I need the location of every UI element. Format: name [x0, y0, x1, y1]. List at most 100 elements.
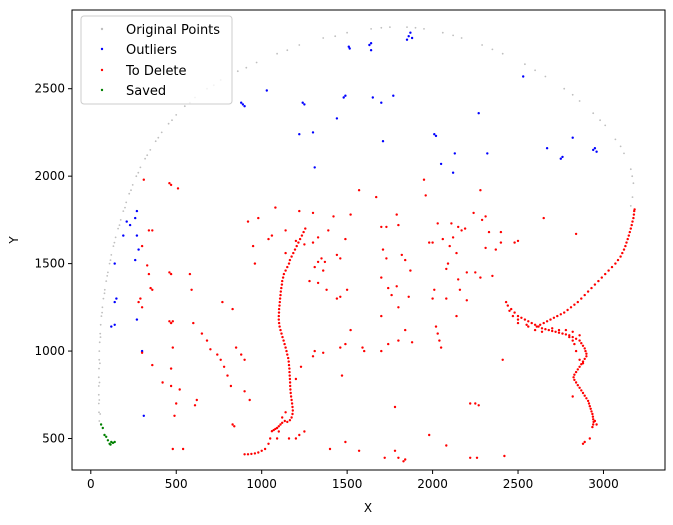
point-original-points [113, 241, 116, 244]
point-to-delete [286, 353, 289, 356]
point-to-delete [516, 239, 520, 243]
point-to-delete [583, 357, 586, 361]
point-to-delete [559, 313, 562, 316]
point-to-delete [316, 260, 320, 264]
point-to-delete [284, 411, 287, 414]
point-to-delete [593, 283, 597, 286]
point-to-delete [231, 423, 234, 426]
point-to-delete [499, 230, 503, 234]
point-to-delete [587, 402, 591, 405]
point-to-delete [397, 306, 400, 309]
point-to-delete [581, 442, 585, 445]
point-to-delete [574, 370, 578, 374]
point-to-delete [288, 377, 292, 381]
point-to-delete [445, 444, 448, 447]
point-to-delete [288, 367, 291, 370]
point-to-delete [578, 339, 581, 342]
point-saved [103, 433, 106, 437]
point-to-delete [390, 293, 393, 297]
point-to-delete [335, 253, 339, 257]
point-to-delete [168, 271, 171, 274]
point-to-delete [387, 342, 390, 346]
point-outliers [135, 209, 139, 213]
point-to-delete [387, 286, 390, 290]
point-to-delete [292, 251, 295, 255]
point-to-delete [209, 348, 212, 351]
point-outliers [303, 103, 306, 106]
point-to-delete [289, 384, 292, 388]
x-axis-label: X [364, 501, 372, 515]
point-to-delete [457, 225, 460, 229]
point-to-delete [431, 297, 434, 300]
point-to-delete [282, 272, 286, 276]
point-to-delete [472, 211, 475, 215]
point-to-delete [283, 419, 286, 423]
point-to-delete [576, 384, 579, 387]
point-to-delete [287, 360, 290, 363]
point-to-delete [545, 320, 549, 323]
point-to-delete [303, 243, 306, 246]
point-to-delete [600, 276, 603, 279]
point-to-delete [311, 355, 315, 358]
point-original-points [380, 26, 383, 29]
point-original-points [149, 149, 152, 151]
point-original-points [370, 28, 372, 30]
point-to-delete [586, 399, 590, 403]
point-original-points [592, 112, 595, 115]
point-outliers [134, 216, 137, 220]
point-to-delete [574, 337, 578, 340]
point-to-delete [281, 279, 284, 283]
point-to-delete [523, 318, 527, 321]
point-outliers [265, 89, 268, 92]
point-original-points [334, 35, 337, 38]
point-saved [99, 423, 103, 426]
point-to-delete [380, 349, 383, 353]
point-to-delete [193, 404, 197, 407]
point-to-delete [465, 271, 468, 274]
point-to-delete [169, 272, 173, 276]
point-to-delete [428, 241, 431, 244]
point-to-delete [274, 427, 277, 431]
point-to-delete [552, 316, 556, 319]
point-to-delete [569, 306, 573, 309]
point-to-delete [530, 321, 533, 325]
point-outliers [301, 101, 304, 104]
point-to-delete [591, 412, 594, 416]
point-to-delete [544, 328, 547, 331]
point-to-delete [250, 452, 253, 456]
point-to-delete [458, 288, 462, 291]
point-to-delete [293, 248, 297, 251]
point-outliers [137, 248, 140, 251]
point-to-delete [451, 236, 455, 239]
point-to-delete [178, 388, 181, 391]
point-to-delete [280, 283, 284, 286]
point-original-points [623, 152, 625, 155]
point-to-delete [257, 451, 260, 454]
point-original-points [171, 119, 173, 122]
point-outliers [348, 47, 351, 50]
point-to-delete [395, 213, 398, 216]
series-saved [99, 423, 116, 446]
point-to-delete [281, 416, 284, 419]
point-original-points [103, 288, 106, 291]
point-to-delete [455, 314, 458, 318]
legend-label-saved: Saved [126, 84, 166, 99]
point-to-delete [622, 248, 626, 251]
x-axis-ticks: 0 500 1000 1500 2000 2500 3000 [87, 470, 619, 491]
point-outliers [409, 31, 412, 34]
point-to-delete [499, 241, 503, 244]
point-to-delete [229, 384, 233, 388]
point-to-delete [477, 404, 480, 407]
point-to-delete [295, 244, 298, 248]
point-to-delete [588, 405, 591, 408]
point-outliers [342, 96, 345, 99]
point-original-points [563, 87, 566, 90]
point-to-delete [491, 274, 494, 278]
point-to-delete [503, 454, 506, 458]
point-to-delete [169, 384, 173, 388]
point-to-delete [279, 328, 282, 332]
point-outliers [522, 75, 525, 78]
point-outliers [439, 162, 443, 166]
point-outliers [451, 171, 455, 174]
point-to-delete [285, 349, 288, 353]
